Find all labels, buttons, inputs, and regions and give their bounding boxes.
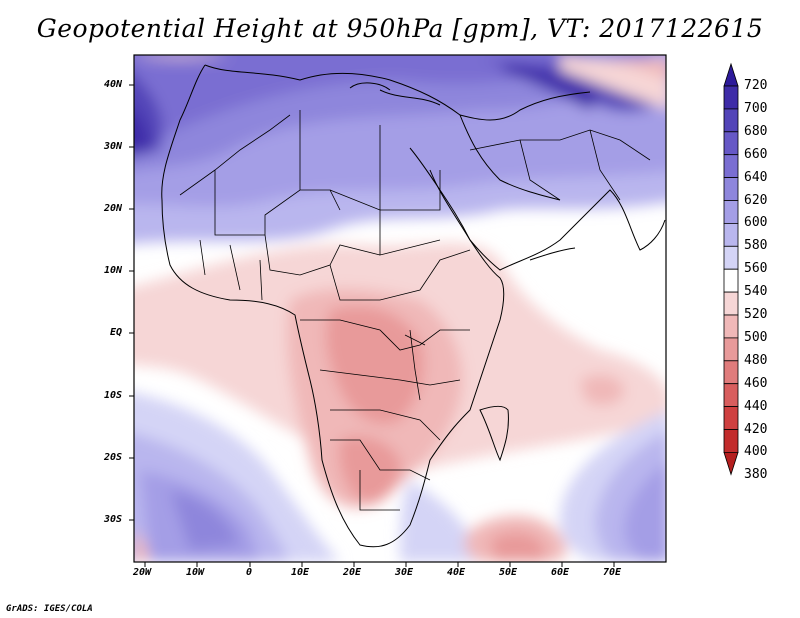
colorbar-swatch: [723, 245, 739, 270]
lon-ticks: [144, 562, 615, 567]
lat-ticks: [129, 84, 134, 521]
lon-label: 70E: [603, 567, 622, 578]
colorbar-swatch: [723, 314, 739, 339]
colorbar-level-label: 480: [744, 352, 768, 368]
lat-label: 10N: [104, 265, 123, 276]
colorbar-swatch: [723, 383, 739, 408]
coastlines: [161, 64, 666, 548]
colorbar-bottom-arrow: [723, 451, 739, 476]
chart-title: Geopotential Height at 950hPa [gpm], VT:…: [36, 14, 764, 43]
lon-label: 10W: [186, 567, 205, 578]
lat-label: 30S: [104, 514, 123, 525]
colorbar-level-label: 380: [744, 467, 768, 483]
lon-label: 20E: [343, 567, 362, 578]
colorbar-level-label: 460: [744, 375, 768, 391]
colorbar-level-label: 640: [744, 169, 768, 185]
grads-credit: GrADS: IGES/COLA: [6, 604, 93, 614]
lon-label: 50E: [499, 567, 518, 578]
lat-label: 20N: [104, 203, 123, 214]
colorbar-level-label: 680: [744, 123, 768, 139]
lon-label: 10E: [291, 567, 310, 578]
colorbar-swatch: [723, 154, 739, 178]
colorbar-swatch: [723, 200, 739, 224]
colorbar-level-label: 560: [744, 261, 768, 277]
lat-label: 40N: [104, 79, 123, 90]
colorbar-swatch: [723, 268, 739, 293]
colorbar-level-label: 500: [744, 329, 768, 345]
colorbar-swatch: [723, 429, 739, 453]
colorbar-swatch: [723, 131, 739, 156]
lon-label: 20W: [133, 567, 152, 578]
colorbar-swatch: [723, 337, 739, 362]
map-frame: [133, 54, 667, 563]
lat-label: 20S: [104, 452, 123, 463]
country-borders: [179, 110, 651, 511]
height-field: [134, 55, 666, 562]
lat-label: 10S: [104, 390, 123, 401]
colorbar-level-label: 420: [744, 421, 768, 437]
colorbar-swatch: [723, 406, 739, 430]
colorbar-swatch: [723, 360, 739, 385]
colorbar-level-label: 720: [744, 78, 768, 93]
colorbar-level-label: 660: [744, 146, 768, 162]
lat-label: EQ: [110, 327, 123, 338]
colorbar-level-label: 620: [744, 192, 768, 208]
colorbar-level-label: 520: [744, 307, 768, 322]
lon-label: 60E: [551, 567, 570, 578]
colorbar-level-label: 440: [744, 398, 768, 414]
colorbar-swatch: [723, 177, 739, 201]
colorbar-top-arrow: [723, 62, 739, 87]
colorbar-swatch: [723, 85, 739, 110]
colorbar-swatch: [723, 108, 739, 133]
colorbar-swatch: [723, 291, 739, 316]
lon-label: 40E: [447, 567, 466, 578]
colorbar-level-label: 400: [744, 444, 768, 460]
lon-label: 30E: [395, 567, 414, 578]
colorbar-level-label: 540: [744, 284, 768, 300]
lat-label: 30N: [104, 141, 123, 152]
colorbar-level-label: 580: [744, 238, 768, 254]
colorbar-level-label: 700: [744, 100, 768, 116]
colorbar-level-label: 600: [744, 215, 768, 231]
lon-label: 0: [246, 567, 253, 578]
colorbar-swatch: [723, 222, 739, 247]
